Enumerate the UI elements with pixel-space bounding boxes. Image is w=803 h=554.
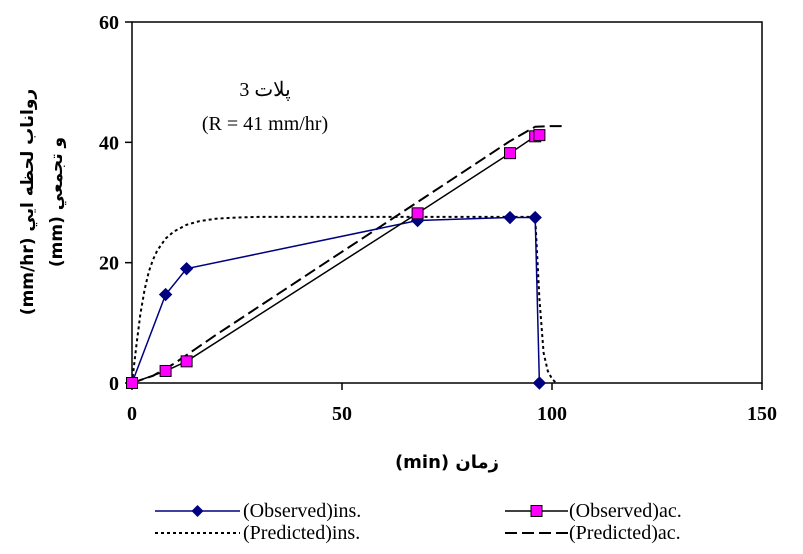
y-tick-label: 20 (99, 253, 119, 275)
y-tick-label: 40 (99, 132, 119, 154)
legend-marker-square (530, 505, 543, 517)
data-point-diamond (532, 376, 547, 390)
plot-label: پلات 3 (239, 79, 290, 101)
data-point-diamond (158, 287, 173, 302)
axes: 0 20 40 60 0 50 100 150 (99, 12, 777, 425)
legend-label-3: (Predicted)ac. (569, 522, 681, 544)
data-point-square (180, 355, 193, 368)
x-tick-label: 0 (127, 403, 137, 425)
y-axis-title-line1: رواناب لحظه ايي (mm/hr) (18, 89, 38, 315)
data-point-square (504, 147, 516, 160)
data-point-square (411, 207, 424, 220)
series-line-3 (131, 125, 565, 384)
legend-marker-diamond (191, 505, 204, 517)
data-point-square (533, 129, 546, 142)
x-tick-label: 50 (332, 403, 352, 425)
plot-area (131, 21, 763, 384)
series-line-2 (131, 215, 557, 384)
y-tick-label: 60 (99, 12, 119, 34)
legend: (Observed)ins. (Observed)ac. (Predicted)in… (155, 500, 682, 544)
series-line-1 (131, 134, 540, 384)
data-point-diamond (179, 261, 194, 276)
data-point-square (159, 364, 172, 377)
data-point-square (126, 377, 138, 389)
data-point-diamond (528, 210, 542, 225)
x-axis-title: زمان (min) (395, 452, 499, 473)
x-tick-label: 150 (747, 403, 777, 425)
rain-intensity-label: (R = 41 mm/hr) (202, 113, 328, 135)
series-line-0 (131, 216, 541, 384)
y-tick-label: 0 (109, 373, 119, 395)
legend-label-1: (Observed)ac. (569, 500, 682, 522)
data-point-diamond (503, 210, 517, 225)
x-tick-label: 100 (537, 403, 567, 425)
legend-label-0: (Observed)ins. (243, 500, 361, 522)
legend-label-2: (Predicted)ins. (243, 522, 360, 544)
y-axis-title-line2: و تجمعي (mm) (47, 137, 67, 267)
series-layer (125, 125, 565, 390)
